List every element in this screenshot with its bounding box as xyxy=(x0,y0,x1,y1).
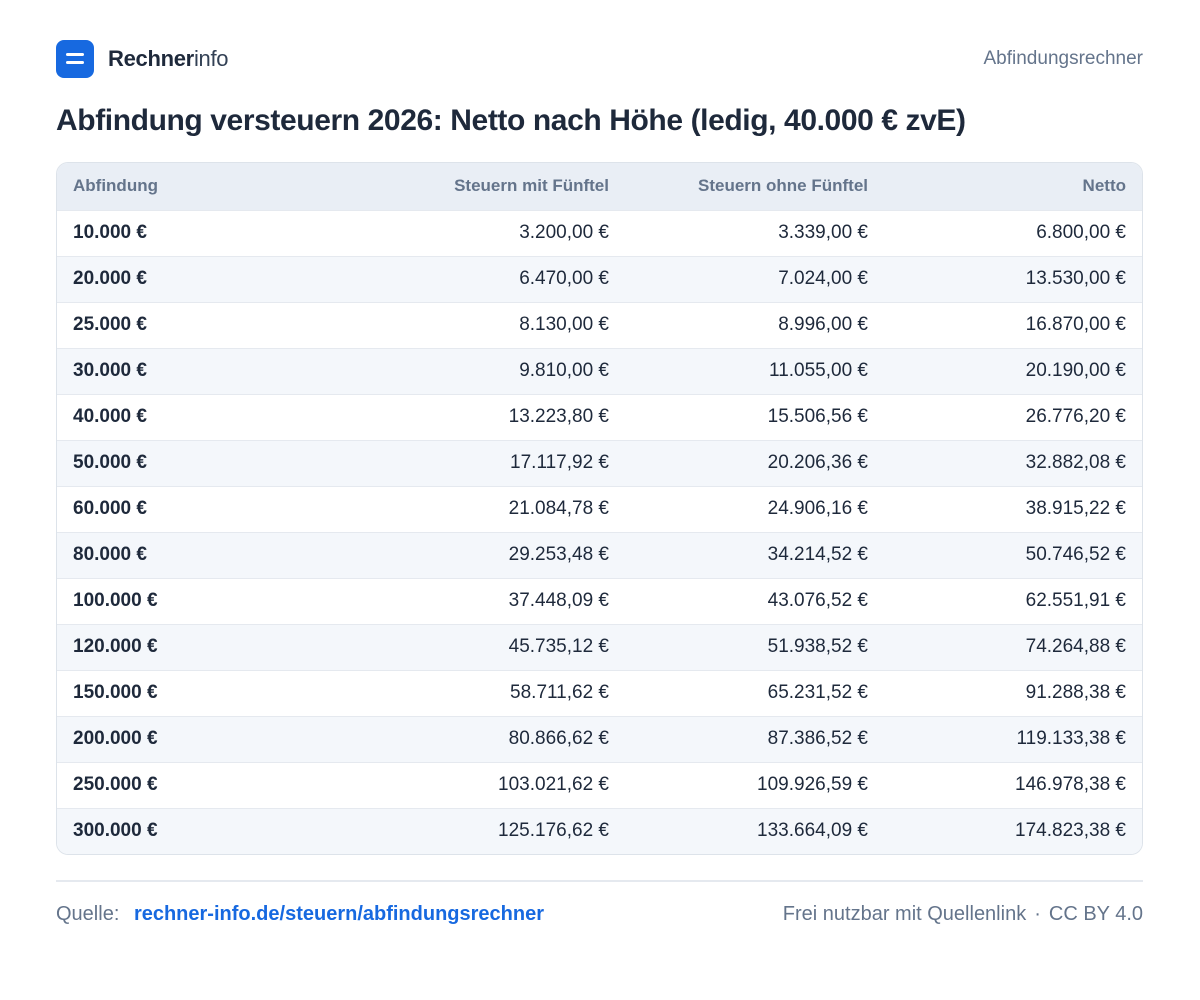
table-cell: 29.253,48 € xyxy=(357,531,625,578)
table-cell: 62.551,91 € xyxy=(884,577,1142,624)
license-text: CC BY 4.0 xyxy=(1048,903,1143,925)
results-table: Abfindung Steuern mit Fünftel Steuern ohne… xyxy=(57,163,1142,854)
table-cell: 119.133,38 € xyxy=(884,715,1142,762)
table-cell: 13.530,00 € xyxy=(884,255,1142,302)
table-cell: 10.000 € xyxy=(57,209,357,256)
footer: Quelle: rechner-info.de/steuern/abfindun… xyxy=(56,903,1143,926)
menu-lines-icon xyxy=(56,40,94,78)
table-cell: 87.386,52 € xyxy=(625,715,884,762)
table-cell: 37.448,09 € xyxy=(357,577,625,624)
table-cell: 40.000 € xyxy=(57,393,357,440)
table-cell: 60.000 € xyxy=(57,485,357,532)
table-cell: 200.000 € xyxy=(57,715,357,762)
table-row: 20.000 €6.470,00 €7.024,00 €13.530,00 € xyxy=(57,255,1142,302)
logo-bar-bottom xyxy=(66,61,84,64)
table-cell: 74.264,88 € xyxy=(884,623,1142,670)
usage-text: Frei nutzbar mit Quellenlink xyxy=(782,903,1027,925)
table-cell: 80.866,62 € xyxy=(357,715,625,762)
table-cell: 24.906,16 € xyxy=(625,485,884,532)
page-label: Abfindungsrechner xyxy=(983,48,1144,69)
table-cell: 8.996,00 € xyxy=(625,301,884,348)
table-cell: 9.810,00 € xyxy=(357,347,625,394)
brand-name-light: info xyxy=(193,46,229,71)
source: Quelle: rechner-info.de/steuern/abfindun… xyxy=(56,903,544,926)
table-cell: 174.823,38 € xyxy=(884,807,1142,854)
table-cell: 6.800,00 € xyxy=(884,209,1142,256)
table-cell: 50.746,52 € xyxy=(884,531,1142,578)
table-cell: 58.711,62 € xyxy=(357,669,625,716)
table-cell: 45.735,12 € xyxy=(357,623,625,670)
table-cell: 20.190,00 € xyxy=(884,347,1142,394)
table-cell: 17.117,92 € xyxy=(357,439,625,486)
table-row: 300.000 €125.176,62 €133.664,09 €174.823… xyxy=(57,807,1142,854)
column-header: Steuern mit Fünftel xyxy=(454,176,609,196)
table-row: 25.000 €8.130,00 €8.996,00 €16.870,00 € xyxy=(57,301,1142,348)
table-cell: 146.978,38 € xyxy=(884,761,1142,808)
table-row: 10.000 €3.200,00 €3.339,00 €6.800,00 € xyxy=(57,209,1142,256)
brand-logo[interactable]: Rechnerinfo xyxy=(56,40,229,78)
table-cell: 103.021,62 € xyxy=(357,761,625,808)
brand-name: Rechnerinfo xyxy=(108,46,229,72)
table-cell: 3.200,00 € xyxy=(357,209,625,256)
table-cell: 150.000 € xyxy=(57,669,357,716)
table-row: 50.000 €17.117,92 €20.206,36 €32.882,08 … xyxy=(57,439,1142,486)
table-cell: 100.000 € xyxy=(57,577,357,624)
table-cell: 26.776,20 € xyxy=(884,393,1142,440)
table-cell: 65.231,52 € xyxy=(625,669,884,716)
source-label: Quelle: xyxy=(56,903,120,925)
table-cell: 30.000 € xyxy=(57,347,357,394)
license-info: Frei nutzbar mit Quellenlink · CC BY 4.0 xyxy=(783,903,1143,926)
results-table-container: Abfindung Steuern mit Fünftel Steuern ohne… xyxy=(56,162,1143,855)
separator: · xyxy=(1034,903,1041,925)
table-row: 150.000 €58.711,62 €65.231,52 €91.288,38… xyxy=(57,669,1142,716)
table-body: 10.000 €3.200,00 €3.339,00 €6.800,00 €20… xyxy=(57,209,1142,854)
table-cell: 34.214,52 € xyxy=(625,531,884,578)
table-cell: 3.339,00 € xyxy=(625,209,884,256)
table-cell: 133.664,09 € xyxy=(625,807,884,854)
header: Rechnerinfo Abfindungsrechner xyxy=(56,40,1143,78)
table-row: 120.000 €45.735,12 €51.938,52 €74.264,88… xyxy=(57,623,1142,670)
table-cell: 43.076,52 € xyxy=(625,577,884,624)
table-cell: 16.870,00 € xyxy=(884,301,1142,348)
table-row: 60.000 €21.084,78 €24.906,16 €38.915,22 … xyxy=(57,485,1142,532)
table-row: 250.000 €103.021,62 €109.926,59 €146.978… xyxy=(57,761,1142,808)
table-cell: 51.938,52 € xyxy=(625,623,884,670)
table-cell: 300.000 € xyxy=(57,807,357,854)
table-cell: 7.024,00 € xyxy=(625,255,884,302)
table-row: 40.000 €13.223,80 €15.506,56 €26.776,20 … xyxy=(57,393,1142,440)
footer-divider xyxy=(56,880,1143,882)
table-cell: 50.000 € xyxy=(57,439,357,486)
page-title: Abfindung versteuern 2026: Netto nach Hö… xyxy=(56,104,966,137)
table-cell: 8.130,00 € xyxy=(357,301,625,348)
table-row: 100.000 €37.448,09 €43.076,52 €62.551,91… xyxy=(57,577,1142,624)
column-header: Abfindung xyxy=(73,176,158,196)
table-cell: 6.470,00 € xyxy=(357,255,625,302)
table-cell: 21.084,78 € xyxy=(357,485,625,532)
logo-bar-top xyxy=(66,53,84,56)
table-row: 30.000 €9.810,00 €11.055,00 €20.190,00 € xyxy=(57,347,1142,394)
table-cell: 38.915,22 € xyxy=(884,485,1142,532)
table-cell: 25.000 € xyxy=(57,301,357,348)
table-cell: 80.000 € xyxy=(57,531,357,578)
table-cell: 13.223,80 € xyxy=(357,393,625,440)
source-link[interactable]: rechner-info.de/steuern/abfindungsrechne… xyxy=(133,903,545,925)
table-cell: 32.882,08 € xyxy=(884,439,1142,486)
table-header-row: Abfindung Steuern mit Fünftel Steuern ohne… xyxy=(57,163,1142,210)
column-header: Steuern ohne Fünftel xyxy=(698,176,868,196)
table-cell: 15.506,56 € xyxy=(625,393,884,440)
table-cell: 20.000 € xyxy=(57,255,357,302)
table-row: 200.000 €80.866,62 €87.386,52 €119.133,3… xyxy=(57,715,1142,762)
column-header: Netto xyxy=(1082,176,1126,196)
brand-name-strong: Rechner xyxy=(108,46,194,71)
table-cell: 11.055,00 € xyxy=(625,347,884,394)
table-cell: 125.176,62 € xyxy=(357,807,625,854)
table-cell: 91.288,38 € xyxy=(884,669,1142,716)
table-row: 80.000 €29.253,48 €34.214,52 €50.746,52 … xyxy=(57,531,1142,578)
table-cell: 250.000 € xyxy=(57,761,357,808)
table-cell: 120.000 € xyxy=(57,623,357,670)
table-cell: 20.206,36 € xyxy=(625,439,884,486)
table-cell: 109.926,59 € xyxy=(625,761,884,808)
